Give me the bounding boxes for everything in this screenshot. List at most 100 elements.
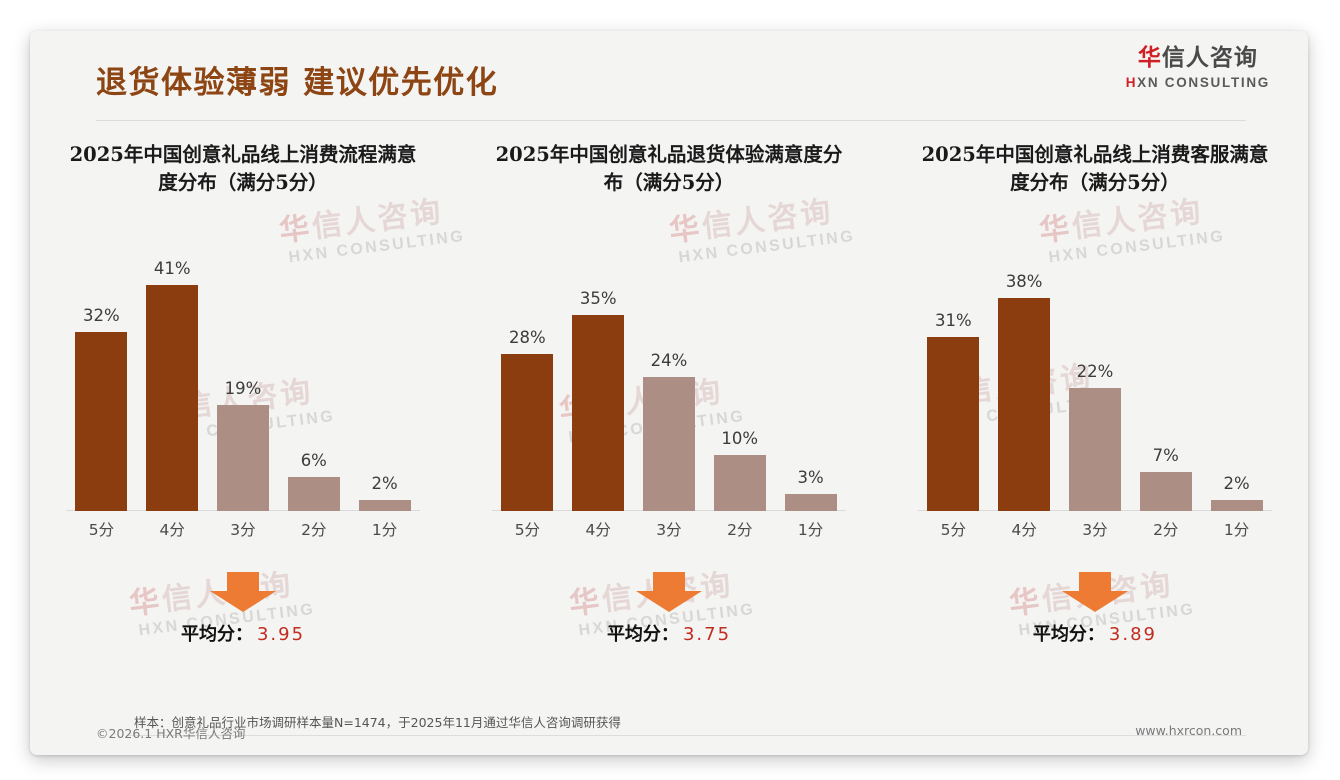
x-axis-labels: 5分 4分 3分 2分 1分 <box>66 513 420 544</box>
bar-column[interactable]: 2% <box>1203 259 1270 511</box>
bar-column[interactable]: 41% <box>139 259 206 511</box>
x-axis-tick-label: 1分 <box>1223 520 1250 539</box>
x-axis-labels: 5分 4分 3分 2分 1分 <box>492 513 846 544</box>
bar-group: 31% 38% 22% 7% <box>918 259 1272 511</box>
bar-chart-plot: 31% 38% 22% 7% <box>896 259 1294 544</box>
bar-value-label: 10% <box>721 429 759 448</box>
bar-column[interactable]: 10% <box>706 259 773 511</box>
slide-footer: ©2026.1 HXR华信人咨询 www.hxrcon.com <box>30 711 1308 755</box>
bar[interactable] <box>713 455 766 511</box>
logo-english-text: HXN CONSULTING <box>1126 76 1270 90</box>
x-axis-tick-label: 4分 <box>159 520 185 539</box>
source-divider <box>126 735 1246 736</box>
bar-column[interactable]: 6% <box>280 259 347 511</box>
bar-column[interactable]: 28% <box>494 259 561 511</box>
chart-title: 2025年中国创意礼品退货体验满意度分布（满分5分） <box>495 143 843 194</box>
bar[interactable] <box>642 376 695 511</box>
bar-value-label: 35% <box>579 289 617 308</box>
chart-title: 2025年中国创意礼品线上消费流程满意度分布（满分5分） <box>69 143 417 194</box>
bar[interactable] <box>572 315 625 511</box>
bar[interactable] <box>1210 499 1263 511</box>
logo-english-highlight: H <box>1125 75 1138 90</box>
bar-value-label: 32% <box>83 305 120 325</box>
bar-chart-plot: 28% 35% 24% 10% <box>470 259 868 544</box>
bar-column[interactable]: 22% <box>1061 259 1128 511</box>
bar-column[interactable]: 2% <box>351 259 418 511</box>
average-score-text: 平均分： 3.95 <box>44 620 442 646</box>
logo-chinese-highlight: 华 <box>1137 45 1162 71</box>
slide-card: 退货体验薄弱 建议优先优化 华信人咨询 HXN CONSULTING 华信人咨询… <box>30 31 1308 755</box>
x-axis-labels: 5分 4分 3分 2分 1分 <box>918 513 1272 544</box>
x-axis-tick-label: 3分 <box>656 520 682 539</box>
down-arrow-icon <box>1061 572 1128 612</box>
chart-panel-1: 2025年中国创意礼品线上消费流程满意度分布（满分5分） 32% 41% 19% <box>30 141 456 652</box>
bar[interactable] <box>501 354 554 511</box>
x-axis-tick-label: 5分 <box>940 520 967 539</box>
bar-value-label: 6% <box>300 451 327 471</box>
bar[interactable] <box>927 337 980 511</box>
bar[interactable] <box>75 331 128 511</box>
logo-english-rest: XN CONSULTING <box>1137 75 1270 90</box>
x-axis-tick-label: 2分 <box>301 520 327 539</box>
bar[interactable] <box>1068 387 1121 511</box>
bar-value-label: 28% <box>509 328 546 348</box>
bar-value-label: 3% <box>797 468 824 488</box>
average-score-text: 平均分： 3.89 <box>896 620 1294 646</box>
bar[interactable] <box>1139 471 1192 511</box>
copyright-text: ©2026.1 HXR华信人咨询 <box>96 726 246 741</box>
bar-column[interactable]: 32% <box>68 259 135 511</box>
bar[interactable] <box>146 285 199 511</box>
x-axis-tick-label: 4分 <box>585 520 611 539</box>
down-arrow-icon <box>209 572 276 612</box>
bar-column[interactable]: 24% <box>635 259 702 511</box>
source-note: 样本：创意礼品行业市场调研样本量N=1474，于2025年11月通过华信人咨询调… <box>134 715 621 730</box>
bar-value-label: 7% <box>1152 445 1179 465</box>
bar[interactable] <box>998 298 1051 511</box>
bar-value-label: 2% <box>371 473 398 493</box>
bar-column[interactable]: 31% <box>920 259 987 511</box>
x-axis-tick-label: 5分 <box>88 520 115 539</box>
average-score-value: 3.89 <box>1108 624 1157 645</box>
x-axis-tick-label: 3分 <box>1082 520 1108 539</box>
bar-chart-plot: 32% 41% 19% 6% <box>44 259 442 544</box>
bar-column[interactable]: 3% <box>777 259 844 511</box>
x-axis-tick-label: 2分 <box>1153 520 1179 539</box>
bar[interactable] <box>358 499 411 511</box>
average-score-label: 平均分： <box>606 624 679 645</box>
bar-value-label: 38% <box>1005 272 1043 292</box>
average-score-text: 平均分： 3.75 <box>470 620 868 646</box>
x-axis-tick-label: 5分 <box>514 520 541 539</box>
bar-column[interactable]: 7% <box>1132 259 1199 511</box>
average-score-label: 平均分： <box>1032 624 1105 645</box>
bar-value-label: 24% <box>650 350 688 370</box>
company-logo: 华信人咨询 HXN CONSULTING <box>1126 47 1270 90</box>
bar-column[interactable]: 35% <box>565 259 632 511</box>
bar-group: 32% 41% 19% 6% <box>66 259 420 511</box>
chart-panel-3: 2025年中国创意礼品线上消费客服满意度分布（满分5分） 31% 38% 22% <box>882 141 1308 652</box>
x-axis-tick-label: 4分 <box>1011 520 1037 539</box>
x-axis-tick-label: 1分 <box>371 520 398 539</box>
slide-header: 退货体验薄弱 建议优先优化 华信人咨询 HXN CONSULTING <box>30 31 1308 129</box>
chart-title: 2025年中国创意礼品线上消费客服满意度分布（满分5分） <box>921 143 1269 194</box>
bar-column[interactable]: 19% <box>209 259 276 511</box>
down-arrow-icon <box>635 572 702 612</box>
logo-chinese-text: 华信人咨询 <box>1126 47 1270 70</box>
x-axis-tick-label: 3分 <box>230 520 256 539</box>
average-score-block: 平均分： 3.75 <box>470 572 868 652</box>
bar-column[interactable]: 38% <box>991 259 1058 511</box>
x-axis-tick-label: 1分 <box>797 520 824 539</box>
website-url[interactable]: www.hxrcon.com <box>1135 723 1242 738</box>
header-divider <box>96 120 1246 121</box>
bar-value-label: 41% <box>153 259 191 278</box>
average-score-value: 3.75 <box>682 624 732 645</box>
bar-value-label: 19% <box>224 378 262 398</box>
bar[interactable] <box>287 477 340 511</box>
bar-group: 28% 35% 24% 10% <box>492 259 846 511</box>
average-score-block: 平均分： 3.89 <box>896 572 1294 652</box>
page-title: 退货体验薄弱 建议优先优化 <box>96 65 499 101</box>
bar[interactable] <box>216 404 269 511</box>
chart-panel-2: 2025年中国创意礼品退货体验满意度分布（满分5分） 28% 35% 24% <box>456 141 882 652</box>
bar[interactable] <box>784 494 837 511</box>
x-axis-tick-label: 2分 <box>727 520 753 539</box>
bar-value-label: 2% <box>1223 473 1250 493</box>
